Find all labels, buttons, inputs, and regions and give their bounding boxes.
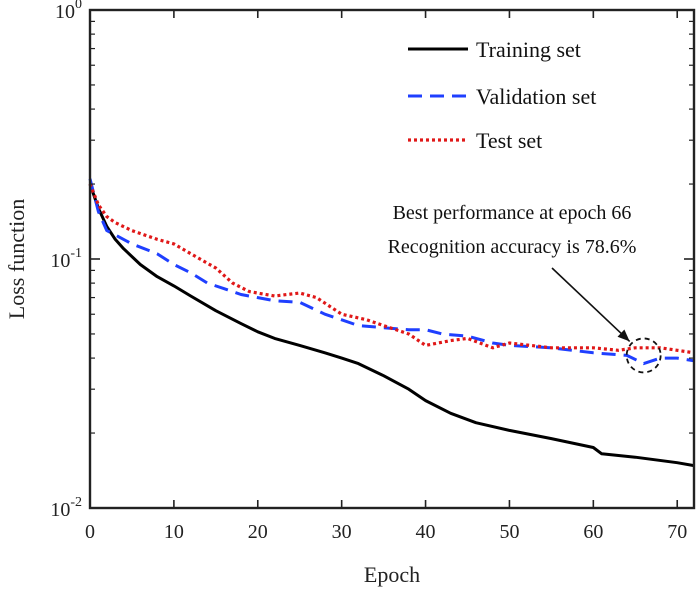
legend: Training set Validation set Test set xyxy=(408,37,596,153)
annotation-text: Recognition accuracy is 78.6% xyxy=(388,236,637,258)
legend-label: Test set xyxy=(476,128,542,153)
annotation-layer: Best performance at epoch 66 Recognition … xyxy=(388,202,662,374)
y-axis-title: Loss function xyxy=(4,199,29,319)
axis-layer: 0 10 20 30 40 50 60 70 100 10-1 10-2 xyxy=(50,0,696,543)
annotation-text: Best performance at epoch 66 xyxy=(393,202,632,224)
x-tick-label: 10 xyxy=(164,521,184,543)
best-epoch-marker xyxy=(625,337,662,374)
x-tick-label: 20 xyxy=(248,521,268,543)
x-tick-label: 50 xyxy=(499,521,519,543)
y-tick-label: 10-1 xyxy=(50,246,82,272)
x-tick-label: 30 xyxy=(332,521,352,543)
x-tick-label: 40 xyxy=(416,521,436,543)
x-tick-label: 0 xyxy=(85,521,95,543)
annotation-arrow-head xyxy=(617,329,630,342)
series-line-training-set xyxy=(88,183,695,468)
x-tick-label: 70 xyxy=(667,521,687,543)
legend-label: Training set xyxy=(476,37,581,62)
y-tick-label: 100 xyxy=(55,0,82,23)
legend-label: Validation set xyxy=(476,84,596,109)
x-axis-title: Epoch xyxy=(364,562,420,587)
series-layer xyxy=(88,178,695,468)
annotation-arrow-shaft xyxy=(551,267,631,342)
y-tick-label: 10-2 xyxy=(50,495,82,521)
x-tick-label: 60 xyxy=(583,521,603,543)
series-line-validation-set xyxy=(88,178,695,366)
